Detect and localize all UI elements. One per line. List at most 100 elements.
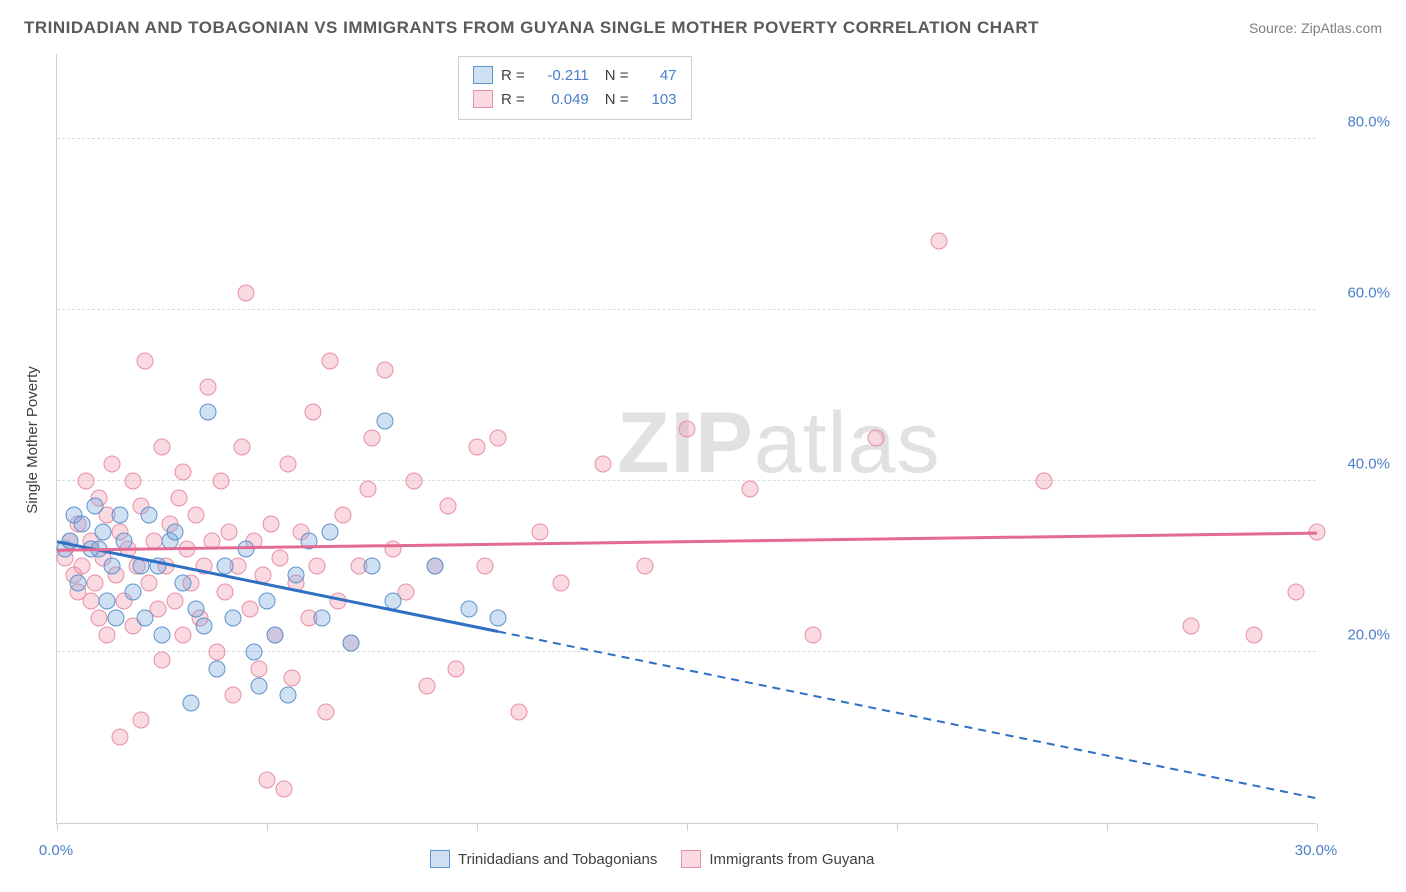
data-point [95,524,112,541]
data-point [301,532,318,549]
legend-swatch [430,850,450,868]
data-point [439,498,456,515]
x-tick [267,823,268,831]
data-point [166,592,183,609]
legend-n-value: 103 [637,91,677,108]
data-point [221,524,238,541]
data-point [250,678,267,695]
data-point [70,575,87,592]
data-point [460,601,477,618]
x-tick [57,823,58,831]
data-point [418,678,435,695]
data-point [238,284,255,301]
data-point [288,566,305,583]
data-point [385,592,402,609]
data-point [511,703,528,720]
chart-title: TRINIDADIAN AND TOBAGONIAN VS IMMIGRANTS… [24,18,1039,38]
data-point [204,532,221,549]
data-point [137,609,154,626]
data-point [200,378,217,395]
data-point [359,481,376,498]
data-point [1246,626,1263,643]
data-point [78,472,95,489]
data-point [868,430,885,447]
data-point [91,609,108,626]
data-point [137,353,154,370]
legend-r-label: R = [501,91,525,108]
source-label: Source: ZipAtlas.com [1249,20,1382,36]
data-point [280,455,297,472]
data-point [217,558,234,575]
legend-n-label: N = [605,91,629,108]
data-point [280,686,297,703]
x-tick [477,823,478,831]
correlation-legend: R =-0.211N =47R =0.049N =103 [458,56,692,120]
legend-swatch [681,850,701,868]
data-point [427,558,444,575]
data-point [931,233,948,250]
data-point [254,566,271,583]
watermark-rest: atlas [754,395,941,491]
data-point [385,541,402,558]
data-point [477,558,494,575]
data-point [490,609,507,626]
legend-row: R =-0.211N =47 [473,63,677,87]
data-point [242,601,259,618]
legend-series-label: Trinidadians and Tobagonians [458,851,657,868]
data-point [284,669,301,686]
data-point [271,549,288,566]
data-point [170,489,187,506]
data-point [175,626,192,643]
data-point [82,592,99,609]
x-tick [1317,823,1318,831]
data-point [141,507,158,524]
data-point [309,558,326,575]
data-point [742,481,759,498]
data-point [175,575,192,592]
data-point [133,712,150,729]
data-point [175,464,192,481]
data-point [330,592,347,609]
data-point [107,609,124,626]
data-point [343,635,360,652]
data-point [179,541,196,558]
data-point [448,661,465,678]
data-point [133,558,150,575]
legend-n-label: N = [605,67,629,84]
data-point [679,421,696,438]
data-point [154,626,171,643]
data-point [469,438,486,455]
data-point [406,472,423,489]
gridline [57,309,1316,310]
legend-swatch [473,90,493,108]
data-point [637,558,654,575]
legend-swatch [473,66,493,84]
data-point [233,438,250,455]
gridline [57,138,1316,139]
data-point [166,524,183,541]
data-point [805,626,822,643]
data-point [196,558,213,575]
data-point [154,438,171,455]
data-point [196,618,213,635]
data-point [322,353,339,370]
data-point [124,472,141,489]
data-point [553,575,570,592]
scatter-plot: ZIPatlas 20.0%40.0%60.0%80.0% [56,54,1316,824]
y-tick-label: 20.0% [1347,626,1390,643]
data-point [376,412,393,429]
data-point [1309,524,1326,541]
x-tick-label: 0.0% [39,842,73,859]
legend-r-label: R = [501,67,525,84]
watermark: ZIPatlas [617,394,940,493]
legend-r-value: -0.211 [533,67,589,84]
x-tick [1107,823,1108,831]
data-point [259,592,276,609]
data-point [200,404,217,421]
watermark-bold: ZIP [617,395,754,491]
data-point [225,609,242,626]
data-point [376,361,393,378]
data-point [61,532,78,549]
legend-r-value: 0.049 [533,91,589,108]
data-point [149,558,166,575]
